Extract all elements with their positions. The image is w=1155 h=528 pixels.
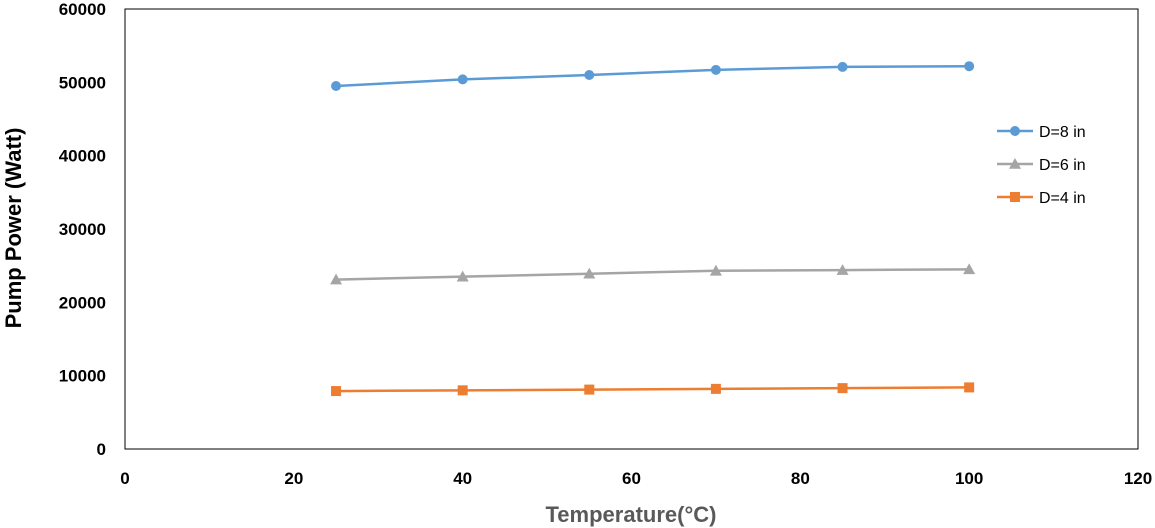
x-tick-label: 40: [453, 469, 472, 488]
series-1: [331, 61, 975, 91]
data-point: [964, 61, 975, 72]
data-point: [583, 267, 596, 279]
data-point: [709, 264, 722, 276]
legend-marker: [1010, 126, 1020, 136]
x-tick-label: 120: [1124, 469, 1152, 488]
plot-area-border: [124, 8, 1139, 450]
series-line: [335, 64, 970, 88]
data-point: [331, 386, 342, 397]
legend-label: D=6 in: [1039, 157, 1086, 174]
x-tick-labels: 0 20 40 60 80 100 120: [120, 469, 1152, 488]
series-2: [330, 263, 976, 285]
series-line: [336, 268, 970, 281]
data-point: [836, 264, 849, 275]
x-tick-label: 80: [791, 469, 810, 488]
data-point: [331, 81, 342, 91]
data-point: [837, 383, 848, 394]
series-line: [336, 386, 970, 393]
data-point: [330, 273, 343, 285]
y-tick-label: 50000: [59, 73, 106, 92]
data-point: [584, 384, 595, 395]
x-tick-label: 20: [284, 469, 303, 488]
legend: D=8 in D=6 in D=4 in: [997, 124, 1086, 207]
data-point: [457, 74, 468, 85]
data-point: [963, 263, 976, 275]
y-tick-label: 40000: [59, 147, 106, 166]
y-tick-label: 20000: [59, 293, 106, 312]
legend-item: D=6 in: [997, 157, 1086, 174]
plot-frame-layer: [124, 8, 1139, 450]
data-point: [837, 61, 848, 72]
x-tick-label: 100: [955, 469, 983, 488]
legend-item: D=4 in: [997, 190, 1086, 207]
legend-marker: [1010, 192, 1020, 202]
y-axis-title: Pump Power (Watt): [1, 128, 26, 329]
y-tick-labels: 0 10000 20000 30000 40000 50000 60000: [59, 0, 106, 459]
data-point: [457, 385, 468, 396]
legend-label: D=8 in: [1039, 124, 1086, 141]
x-axis-title: Temperature(°C): [546, 502, 717, 527]
data-point: [710, 64, 721, 75]
x-tick-label: 60: [622, 469, 641, 488]
legend-marker: [1009, 158, 1021, 169]
data-point: [584, 70, 595, 80]
y-tick-label: 30000: [59, 220, 106, 239]
data-point: [456, 270, 469, 282]
x-tick-label: 0: [120, 469, 129, 488]
legend-item: D=8 in: [997, 124, 1086, 141]
series-layer: [330, 61, 976, 397]
y-tick-label: 60000: [59, 0, 106, 19]
y-tick-label: 10000: [59, 367, 106, 386]
series-3: [331, 382, 975, 397]
data-point: [964, 382, 975, 393]
y-tick-label: 0: [97, 440, 106, 459]
data-point: [710, 383, 721, 394]
legend-label: D=4 in: [1039, 190, 1086, 207]
